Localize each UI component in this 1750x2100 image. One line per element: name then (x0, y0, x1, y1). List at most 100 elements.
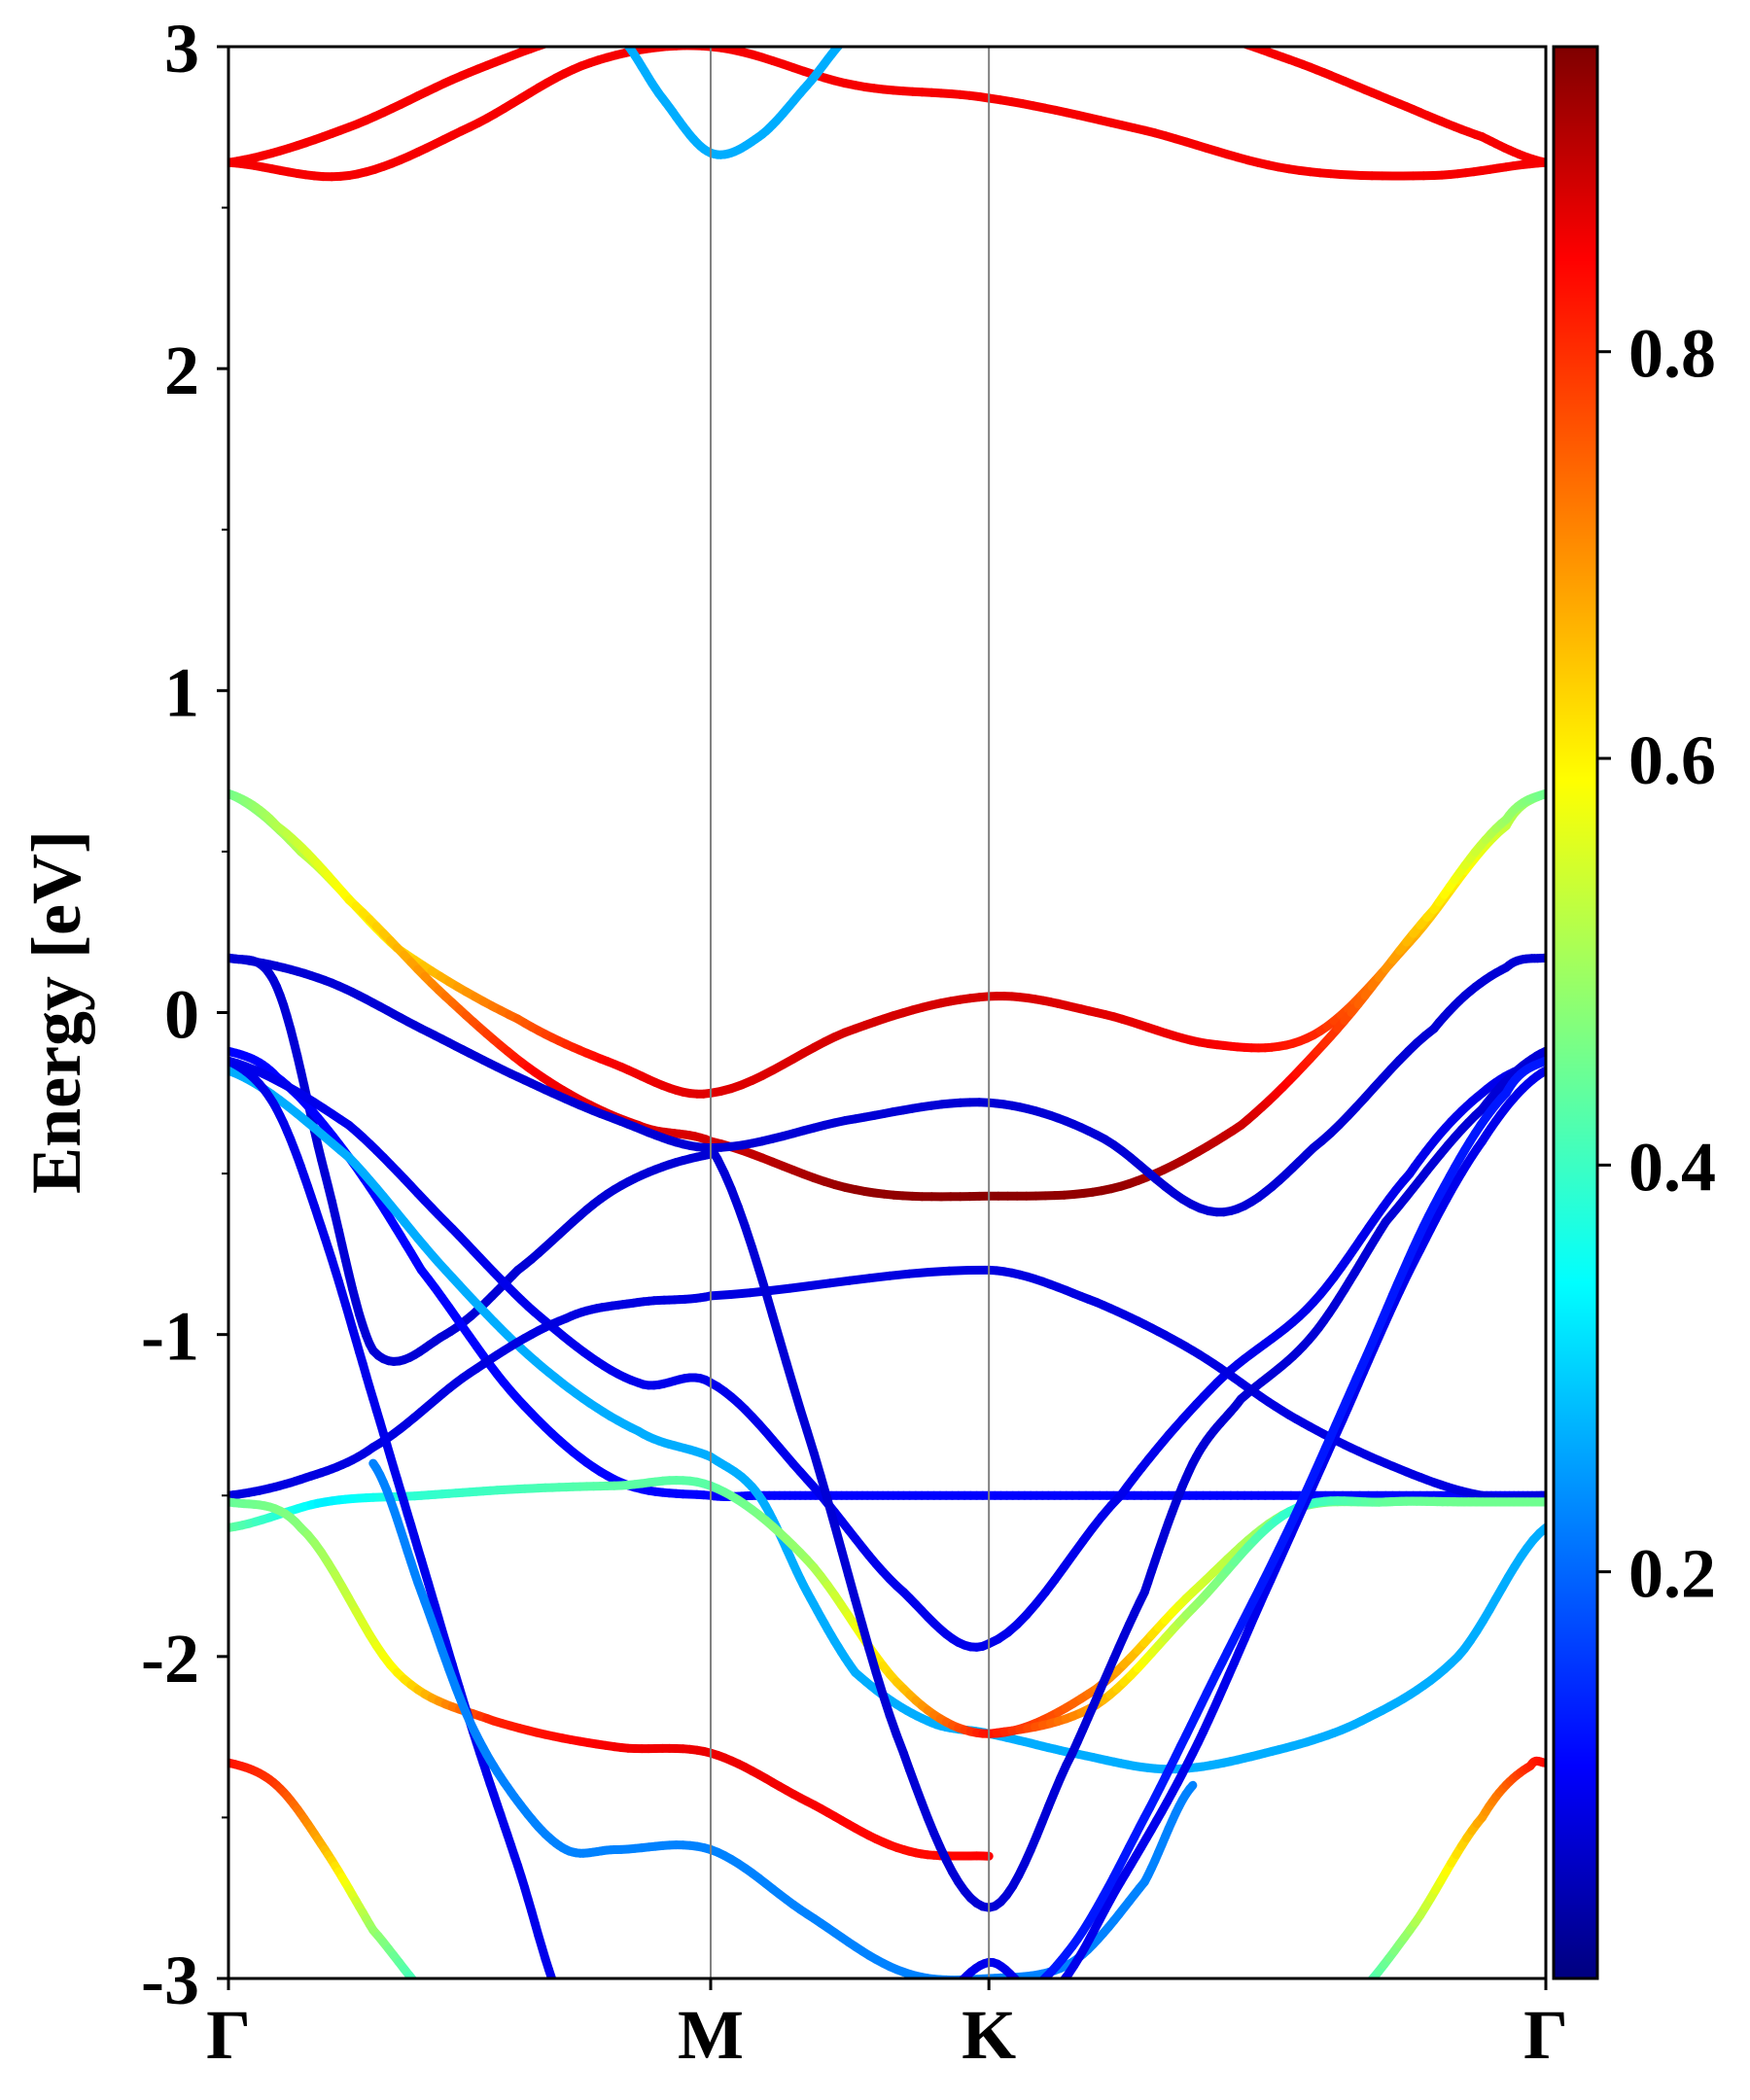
colorbar-tick-label: 0.2 (1628, 1535, 1716, 1613)
band-segment (950, 1989, 955, 1994)
band-segment (440, 2008, 445, 2011)
band-segment (1220, 37, 1227, 39)
y-tick-label: 1 (164, 653, 199, 731)
x-tick-label: Γ (206, 1996, 251, 2074)
band-4 (1193, 30, 1546, 167)
band-lines (228, 15, 1546, 2011)
band-segment (657, 15, 662, 16)
band-segment (958, 1976, 967, 1978)
band-segment (1027, 1990, 1031, 1993)
band-segment (1363, 1983, 1368, 1989)
band-segment (1032, 1994, 1035, 1996)
colorbar-tick-label: 0.8 (1628, 315, 1716, 393)
band-segment (1358, 1989, 1363, 1995)
band-segment (1038, 1977, 1044, 1978)
band-segment (544, 47, 550, 48)
band-20 (706, 1046, 1546, 1912)
band-segment (1213, 35, 1220, 37)
band-segment (436, 2004, 440, 2008)
band-segment (595, 27, 600, 29)
x-tick-label: K (962, 1996, 1016, 2074)
band-segment (945, 1994, 950, 1999)
band-segment (842, 39, 846, 43)
band-segment (564, 35, 573, 38)
band-segment (954, 1984, 959, 1989)
band-2 (228, 15, 662, 167)
band-segment (852, 30, 856, 32)
band-segment (1207, 33, 1213, 35)
band-segment (404, 1971, 418, 1978)
colorbar-tick-label: 0.4 (1628, 1128, 1716, 1206)
band-10 (228, 1056, 1546, 1652)
band-segment (411, 1977, 418, 1978)
band-16 (228, 1758, 445, 2011)
band-segment (1019, 1982, 1023, 1986)
band-segment (420, 1988, 425, 1994)
band-segment (1184, 1780, 1198, 1794)
band-segment (556, 1989, 560, 1998)
band-segment (699, 1149, 716, 1161)
band-segment (581, 30, 590, 32)
y-tick-label: -1 (141, 1298, 199, 1376)
band-segment (642, 17, 647, 18)
colorbar-ticks: 0.2 0.4 0.6 0.8 (1597, 315, 1716, 1613)
band-segment (1021, 1995, 1026, 1999)
band-7 (228, 953, 1546, 1217)
band-segment (590, 28, 595, 30)
y-tick-label: 0 (164, 976, 199, 1054)
band-segment (559, 1998, 563, 2006)
band-segment (601, 25, 606, 27)
band-segment (1044, 1995, 1048, 1997)
band-segment (1016, 1999, 1021, 2003)
band-segment (1343, 2004, 1348, 2008)
band-segment (1353, 1995, 1358, 2000)
band-12 (228, 1265, 1546, 1503)
band-segment (1048, 1991, 1053, 1995)
band-segment (1239, 47, 1243, 48)
high-symmetry-lines (709, 47, 991, 1978)
band-segment (626, 18, 631, 19)
band-15 (984, 1496, 1546, 1738)
band-segment (652, 16, 657, 17)
band-segment (606, 23, 611, 25)
band-segment (616, 21, 621, 22)
band-segment (632, 18, 637, 19)
band-segment (425, 1994, 430, 1999)
band-17 (1338, 1756, 1546, 2011)
colorbar-tick-label: 0.6 (1628, 721, 1716, 799)
band-segment (556, 38, 565, 41)
y-axis-ticks: -3 -2 -1 0 1 2 3 (141, 10, 228, 2019)
band-segment (563, 2005, 567, 2011)
band-segment (1239, 47, 1252, 50)
band-3 (614, 30, 856, 159)
y-tick-label: -3 (141, 1942, 199, 2019)
band-segment (1193, 30, 1200, 31)
band-segment (430, 1999, 435, 2004)
band-segment (1200, 32, 1207, 33)
y-axis-label: Energy [eV] (18, 830, 95, 1194)
band-segment (573, 33, 581, 35)
band-segment (1035, 1996, 1039, 1997)
band-segment (932, 2006, 937, 2009)
y-tick-label: 2 (164, 332, 199, 409)
colorbar (1552, 45, 1599, 1980)
band-5 (228, 788, 1546, 1099)
band-segment (1227, 39, 1234, 41)
band-segment (1348, 1999, 1352, 2004)
band-segment (1338, 2008, 1343, 2011)
band-18 (228, 1056, 567, 2011)
band-segment (845, 36, 849, 39)
band-segment (1031, 1986, 1035, 1991)
band-1 (228, 47, 1546, 182)
y-tick-label: -2 (141, 1620, 199, 1698)
band-segment (1026, 1991, 1031, 1995)
band-segment (614, 30, 618, 33)
band-segment (928, 2009, 932, 2011)
band-19 (368, 1458, 1198, 1978)
band-segment (1023, 1986, 1027, 1990)
x-tick-label: Γ (1523, 1996, 1568, 2074)
band-segment (1059, 1976, 1068, 1978)
x-tick-label: M (678, 1996, 744, 2074)
